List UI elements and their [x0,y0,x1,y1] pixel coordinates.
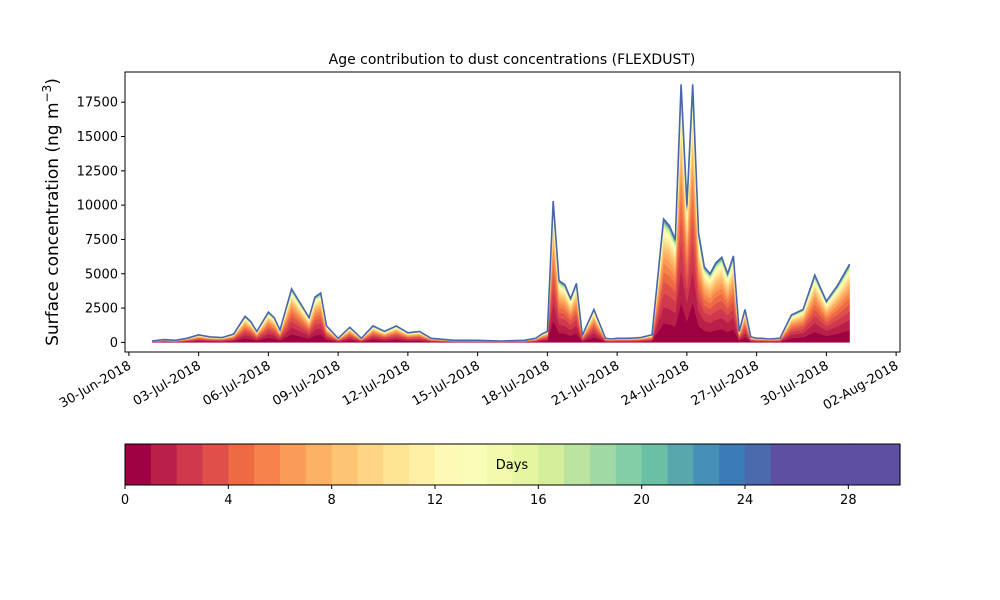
colorbar-segment [615,444,643,485]
y-tick-label: 2500 [85,302,118,317]
age-band-11-12 [152,117,850,342]
colorbar-segment [796,444,824,485]
y-tick-label: 7500 [85,233,118,248]
colorbar-segment [202,444,229,485]
colorbar-segment [719,444,746,485]
x-tick-label: 06-Jul-2018 [201,358,274,409]
age-band-23-24 [152,86,850,342]
colorbar-tick-label: 24 [737,493,754,508]
colorbar-segment [460,444,488,485]
total-concentration-line [152,84,851,342]
colorbar-segment [693,444,720,485]
colorbar-segment [254,444,281,485]
age-band-14-15 [152,103,850,342]
colorbar-segment [150,444,178,485]
colorbar-segment [590,444,617,485]
colorbar-segment [770,444,798,485]
y-axis: 0 2500 5000 7500 10000 12500 15000 17500 [77,96,125,351]
colorbar-segment [280,444,307,485]
colorbar-segment [745,444,772,485]
x-tick-label: 02-Aug-2018 [821,358,901,413]
colorbar-frame [124,443,901,486]
colorbar-segment [538,444,565,485]
x-tick-label: 03-Jul-2018 [131,358,204,409]
age-band-15-16 [152,99,850,342]
x-axis: 30-Jun-201803-Jul-201806-Jul-201809-Jul-… [57,352,901,414]
colorbar-ticks: 0 4 8 12 16 20 24 28 [121,485,857,508]
x-tick-label: 24-Jul-2018 [619,358,692,409]
plot-frame [124,71,901,353]
colorbar-segment [125,444,152,485]
colorbar-tick-label: 8 [328,493,336,508]
age-band-26-27 [152,84,850,342]
y-tick-label: 15000 [77,130,118,145]
colorbar-label: Days [496,458,529,473]
age-band-25-26 [152,85,850,342]
colorbar-segment [176,444,204,485]
colorbar [124,443,901,486]
colorbar-segment [435,444,462,485]
colorbar-segment [305,444,333,485]
colorbar-segment [486,444,514,485]
colorbar-segment [357,444,384,485]
colorbar-segment [409,444,436,485]
x-tick-label: 15-Jul-2018 [410,358,483,409]
y-tick-label: 10000 [77,199,118,214]
x-tick-label: 18-Jul-2018 [480,358,553,409]
colorbar-segment [564,444,591,485]
x-tick-label: 27-Jul-2018 [689,358,762,409]
x-tick-label: 30-Jun-2018 [57,358,134,411]
colorbar-tick-label: 16 [530,493,547,508]
x-tick-label: 09-Jul-2018 [270,358,343,409]
age-band-18-19 [152,92,850,342]
y-tick-label: 0 [110,336,118,351]
colorbar-segment [667,444,694,485]
y-tick-label: 17500 [77,96,118,111]
age-band-16-17 [152,97,850,342]
age-band-20-21 [151,89,850,342]
y-axis-label: Surface concentration (ng m−3) [40,78,63,346]
age-band-13-14 [151,107,850,342]
colorbar-segment [228,444,255,485]
y-tick-label: 12500 [77,164,118,179]
age-band-22-23 [152,87,850,342]
age-band-27-28 [152,84,850,342]
colorbar-tick-label: 4 [224,493,232,508]
plot-area [124,71,901,353]
colorbar-segment [848,444,875,485]
colorbar-tick-label: 20 [633,493,650,508]
age-band-19-20 [152,91,850,342]
age-band-21-22 [152,88,850,342]
age-band-17-18 [152,94,850,342]
colorbar-segment [512,444,539,485]
colorbar-tick-label: 0 [121,493,129,508]
colorbar-segment [874,444,901,485]
colorbar-tick-label: 28 [840,493,857,508]
colorbar-segment [822,444,849,485]
colorbar-tick-label: 12 [427,493,444,508]
x-tick-label: 12-Jul-2018 [340,358,413,409]
age-band-24-25 [152,85,850,342]
colorbar-segment [331,444,359,485]
colorbar-segment [383,444,410,485]
chart-title: Age contribution to dust concentrations … [329,52,696,68]
x-tick-label: 21-Jul-2018 [549,358,622,409]
age-band-12-13 [152,111,850,342]
age-band-10-11 [151,123,850,342]
y-tick-label: 5000 [85,267,118,282]
colorbar-segment [641,444,669,485]
